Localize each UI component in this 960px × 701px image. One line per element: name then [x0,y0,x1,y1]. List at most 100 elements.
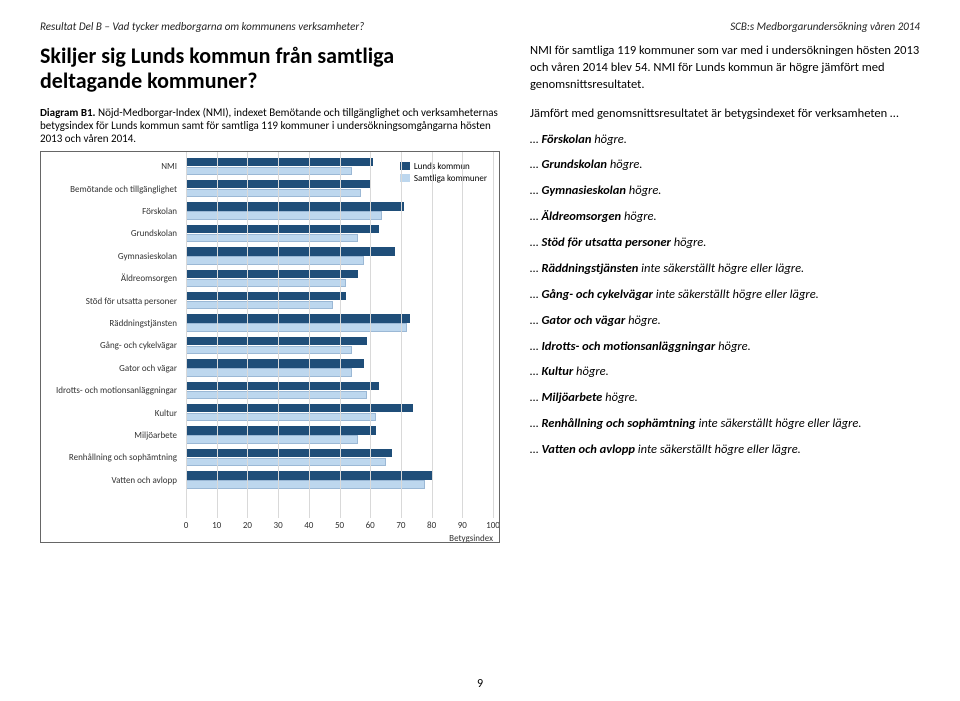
list-item: … Gator och vägar högre. [530,313,920,330]
legend-label: Samtliga kommuner [414,173,487,184]
chart-gridline [247,152,248,518]
item-bold: Gymnasieskolan [539,183,626,198]
chart-bar [186,270,358,279]
chart-xtick: 90 [458,520,467,531]
chart-bar [186,480,425,489]
page-number: 9 [40,671,920,691]
item-bold: Gator och vägar [539,313,626,328]
chart-plot: NMIBemötande och tillgänglighetFörskolan… [41,152,499,542]
chart-xtick: 40 [304,520,313,531]
item-bold: Grundskolan [539,157,607,172]
list-item: … Miljöarbete högre. [530,390,920,407]
chart-xaxis: 0102030405060708090100Betygsindex [186,518,493,542]
chart-xtick: 50 [335,520,344,531]
chart-bar [186,202,404,211]
chart-ylabel: Grundskolan [41,223,181,245]
chart-bar [186,368,352,377]
list-item: … Idrotts- och motionsanläggningar högre… [530,339,920,356]
chart-bar [186,314,410,323]
item-suffix: inte säkerställt högre eller lägre. [696,416,862,431]
right-column: NMI för samtliga 119 kommuner som var me… [530,43,920,671]
item-prefix: … [530,287,539,302]
list-item: … Kultur högre. [530,364,920,381]
list-item: … Stöd för utsatta personer högre. [530,235,920,252]
item-bold: Renhållning och sophämtning [539,416,696,431]
chart-ylabel: Förskolan [41,200,181,222]
chart-bar [186,234,358,243]
chart-ylabel: Renhållning och sophämtning [41,447,181,469]
caption-lead: Diagram B1. [40,106,96,119]
chart-xtick: 60 [366,520,375,531]
list-item: … Räddningstjänsten inte säkerställt hög… [530,261,920,278]
item-list: … Förskolan högre.… Grundskolan högre.… … [530,132,920,459]
chart-ylabel: Gång- och cykelvägar [41,335,181,357]
intro-paragraph-1: NMI för samtliga 119 kommuner som var me… [530,43,920,94]
legend-row: Samtliga kommuner [400,173,487,184]
item-suffix: högre. [621,209,657,224]
chart-bar [186,279,346,288]
chart-gridline [462,152,463,518]
chart-xtick: 10 [212,520,221,531]
item-bold: Miljöarbete [539,390,603,405]
caption-rest: Nöjd-Medborgar-Index (NMI), indexet Bemö… [40,106,498,145]
running-header: Resultat Del B – Vad tycker medborgarna … [40,20,920,33]
chart-gridline [309,152,310,518]
item-bold: Stöd för utsatta personer [539,235,671,250]
chart-bar [186,426,376,435]
chart-ylabel: Miljöarbete [41,424,181,446]
chart-ylabels: NMIBemötande och tillgänglighetFörskolan… [41,156,181,518]
item-suffix: högre. [602,390,638,405]
chart-xtick: 20 [243,520,252,531]
chart-bar [186,323,407,332]
item-suffix: högre. [573,364,609,379]
left-column: Skiljer sig Lunds kommun från samtliga d… [40,43,500,671]
chart-ylabel: Räddningstjänsten [41,312,181,334]
chart-bar [186,158,373,167]
list-item: … Förskolan högre. [530,132,920,149]
page: Resultat Del B – Vad tycker medborgarna … [0,0,960,701]
chart-bar [186,346,352,355]
item-suffix: högre. [671,235,707,250]
item-prefix: … [530,339,539,354]
chart-xaxis-title: Betygsindex [449,533,493,542]
chart-bar [186,359,364,368]
chart-ylabel: Äldreomsorgen [41,268,181,290]
chart-bar [186,404,413,413]
list-item: … Gång- och cykelvägar inte säkerställt … [530,287,920,304]
item-suffix: högre. [625,313,661,328]
item-suffix: högre. [591,132,627,147]
content-columns: Skiljer sig Lunds kommun från samtliga d… [40,43,920,671]
chart-bar [186,189,361,198]
item-prefix: … [530,157,539,172]
chart-bar [186,301,333,310]
chart-ylabel: Bemötande och tillgänglighet [41,178,181,200]
chart-ylabel: Idrotts- och motionsanläggningar [41,380,181,402]
item-prefix: … [530,390,539,405]
chart-gridline [401,152,402,518]
item-bold: Vatten och avlopp [539,442,635,457]
item-bold: Gång- och cykelvägar [539,287,653,302]
chart-gridline [186,152,187,518]
item-prefix: … [530,183,539,198]
item-suffix: högre. [715,339,751,354]
chart-xtick: 100 [486,520,499,531]
chart-gridline [340,152,341,518]
header-left: Resultat Del B – Vad tycker medborgarna … [40,20,364,33]
chart-ylabel: Kultur [41,402,181,424]
legend-row: Lunds kommun [400,161,487,172]
item-suffix: inte säkerställt högre eller lägre. [638,261,804,276]
list-item: … Renhållning och sophämtning inte säker… [530,416,920,433]
chart-gridline [432,152,433,518]
list-item: … Vatten och avlopp inte säkerställt hög… [530,442,920,459]
list-item: … Gymnasieskolan högre. [530,183,920,200]
item-prefix: … [530,132,539,147]
chart-bar [186,292,346,301]
item-bold: Idrotts- och motionsanläggningar [539,339,716,354]
item-prefix: … [530,313,539,328]
chart-ylabel: Gymnasieskolan [41,245,181,267]
chart-bar [186,413,376,422]
chart-xtick: 30 [274,520,283,531]
item-bold: Förskolan [539,132,592,147]
item-bold: Kultur [539,364,574,379]
chart-ylabel: Vatten och avlopp [41,469,181,491]
